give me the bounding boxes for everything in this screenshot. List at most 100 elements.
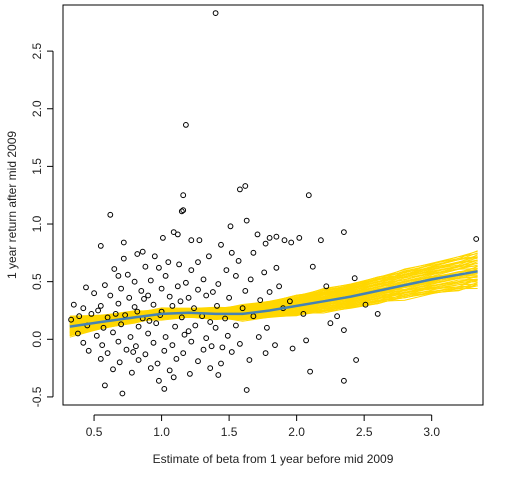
data-point (273, 264, 280, 271)
data-point (218, 241, 224, 248)
data-point (178, 208, 185, 215)
data-point (119, 390, 126, 397)
data-point (162, 273, 169, 279)
x-tick-label: 0.5 (86, 425, 103, 439)
plot-frame (62, 4, 484, 406)
data-point (97, 356, 104, 362)
data-point (183, 279, 189, 286)
data-point (227, 223, 234, 230)
bootstrap-line (69, 250, 478, 318)
data-point (116, 359, 123, 366)
data-point (99, 342, 106, 349)
data-point (134, 308, 141, 315)
data-point (107, 211, 114, 218)
data-point (118, 321, 124, 328)
data-point (192, 322, 199, 329)
data-point (169, 303, 176, 309)
data-point (243, 217, 250, 224)
data-point (180, 350, 187, 357)
data-point (228, 249, 235, 256)
x-axis-label: Estimate of beta from 1 year before mid … (153, 452, 394, 466)
data-point (102, 382, 108, 389)
y-tick-label: -0.5 (30, 386, 44, 407)
data-point (146, 318, 153, 324)
data-point (156, 377, 162, 384)
data-point (203, 292, 210, 299)
data-point (266, 235, 273, 241)
data-point (235, 258, 242, 264)
data-point (139, 248, 146, 255)
data-point (266, 289, 273, 295)
data-point (150, 301, 157, 308)
data-point (68, 316, 74, 323)
bootstrap-lines (69, 250, 478, 338)
data-point (218, 360, 224, 367)
data-point (160, 235, 166, 241)
data-point (242, 183, 249, 189)
data-point (281, 237, 288, 244)
data-point (341, 377, 347, 384)
data-point (141, 296, 147, 302)
data-point (255, 334, 262, 340)
data-point (195, 358, 201, 365)
data-point (188, 237, 195, 244)
data-point (133, 343, 139, 350)
data-point (289, 345, 296, 352)
data-point (207, 319, 214, 325)
data-points (68, 10, 480, 397)
y-axis: -0.5 0.0 0.5 1.0 1.5 2.0 2.5 (30, 42, 54, 407)
data-point (309, 263, 316, 270)
data-point (178, 314, 185, 321)
data-point (111, 266, 118, 272)
data-point (142, 351, 149, 358)
data-point (261, 269, 268, 276)
data-point (95, 307, 101, 314)
data-point (134, 251, 141, 257)
data-point (233, 322, 239, 329)
data-point (237, 341, 243, 347)
data-point (374, 311, 381, 317)
data-point (273, 233, 280, 240)
data-point (228, 349, 235, 355)
x-tick-label: 1.0 (153, 425, 170, 439)
data-point (169, 342, 176, 349)
data-point (233, 273, 239, 279)
data-point (107, 292, 114, 299)
y-tick-label: 1.0 (30, 215, 44, 232)
data-point (83, 284, 89, 291)
data-point (296, 235, 303, 241)
data-point (115, 300, 122, 307)
data-point (115, 273, 122, 279)
data-point (247, 276, 254, 283)
data-point (112, 311, 119, 317)
data-point (195, 259, 201, 266)
data-point (80, 305, 87, 312)
data-point (351, 275, 358, 282)
data-point (118, 285, 124, 292)
fit-line (69, 270, 478, 328)
data-point (262, 350, 269, 357)
data-point (185, 294, 192, 301)
data-point (180, 207, 187, 214)
data-point (166, 367, 173, 374)
data-point (215, 281, 222, 287)
data-point (208, 343, 215, 350)
data-point (70, 301, 77, 308)
data-point (327, 320, 334, 327)
data-point (174, 231, 181, 238)
y-tick-label: 0.5 (30, 273, 44, 290)
data-point (161, 347, 168, 354)
data-point (200, 346, 207, 353)
data-point (145, 292, 152, 299)
data-point (246, 357, 253, 363)
data-point (341, 229, 347, 236)
data-point (154, 360, 161, 367)
data-point (162, 334, 169, 340)
data-point (110, 366, 116, 373)
data-point (334, 313, 341, 320)
data-point (166, 293, 173, 300)
data-point (210, 289, 216, 295)
data-point (88, 311, 95, 317)
x-tick-label: 2.5 (356, 425, 373, 439)
